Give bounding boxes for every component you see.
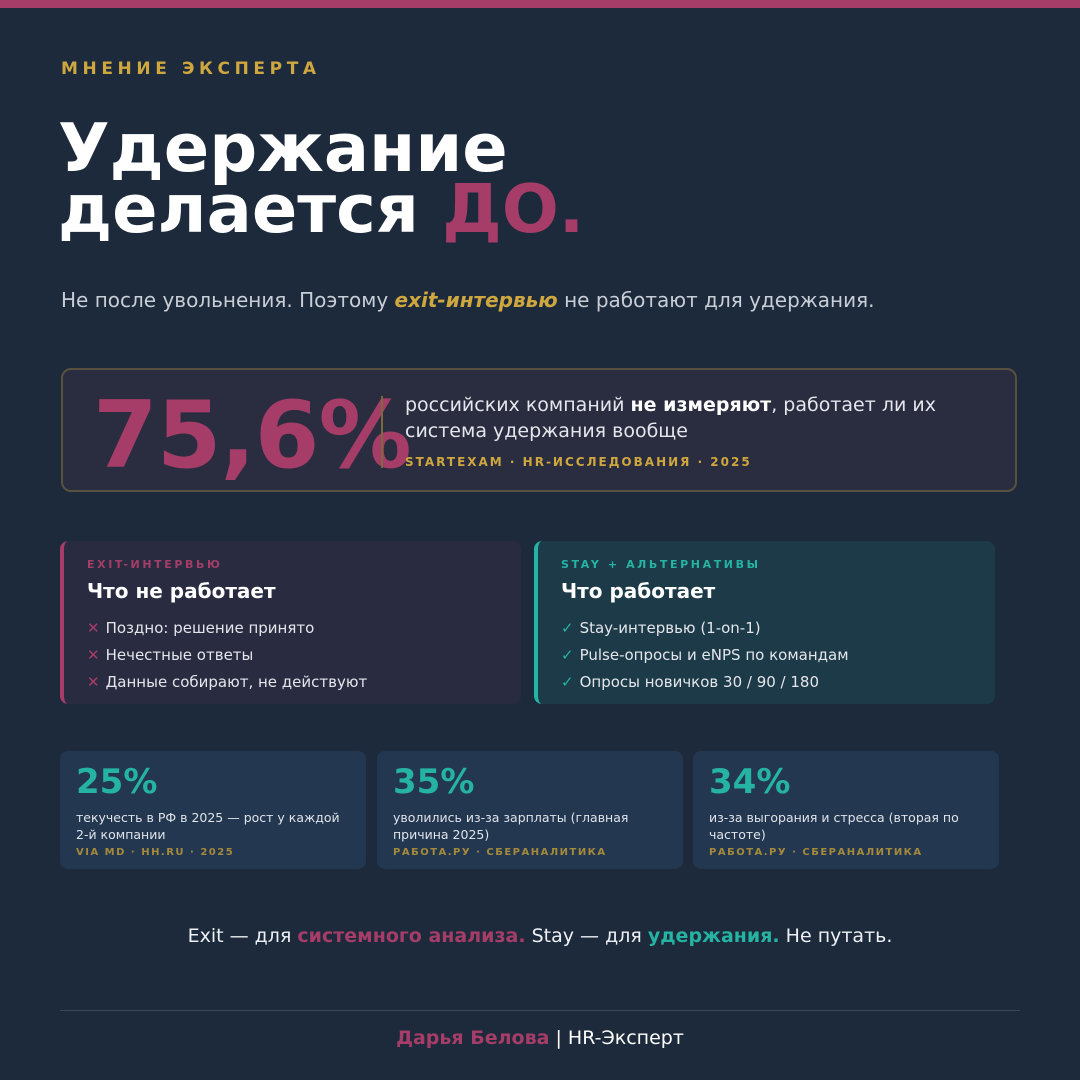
closing-part-1: Exit — для <box>187 925 298 947</box>
list-item-text: Данные собирают, не действуют <box>105 673 368 691</box>
card-not-working-title: Что не работает <box>87 579 276 603</box>
list-item: ✓ Pulse-опросы и eNPS по командам <box>561 642 995 669</box>
key-stat-source: STARTEXAM · HR-ИССЛЕДОВАНИЯ · 2025 <box>405 455 752 469</box>
card-not-working-eyebrow: EXIT-ИНТЕРВЬЮ <box>87 558 223 571</box>
list-item: ✕ Нечестные ответы <box>87 642 521 669</box>
list-item-text: Stay-интервью (1-on-1) <box>579 619 761 637</box>
mini-stat-value: 34% <box>709 762 791 802</box>
key-stat-box: 75,6% российских компаний не измеряют, р… <box>61 368 1017 492</box>
mini-stat-description: из-за выгорания и стресса (вторая по час… <box>709 810 959 842</box>
list-item: ✓ Stay-интервью (1-on-1) <box>561 615 995 642</box>
closing-stay-purpose: удержания. <box>647 925 780 947</box>
list-item: ✕ Поздно: решение принято <box>87 615 521 642</box>
check-icon: ✓ <box>561 673 574 691</box>
list-item: ✓ Опросы новичков 30 / 90 / 180 <box>561 669 995 696</box>
mini-stat-card: 35% уволились из-за зарплаты (главная пр… <box>377 751 683 869</box>
card-not-working-list: ✕ Поздно: решение принято ✕ Нечестные отве… <box>87 615 521 696</box>
card-not-working: EXIT-ИНТЕРВЬЮ Что не работает ✕ Поздно: р… <box>60 541 521 704</box>
subtitle: Не после увольнения. Поэтому exit-интерв… <box>61 288 875 312</box>
title-line-2-prefix: делается <box>58 170 443 248</box>
check-icon: ✓ <box>561 646 574 664</box>
list-item-text: Поздно: решение принято <box>105 619 315 637</box>
footer-divider <box>60 1010 1020 1011</box>
card-working-list: ✓ Stay-интервью (1-on-1) ✓ Pulse-опросы и … <box>561 615 995 696</box>
author-name: Дарья Белова <box>396 1027 550 1049</box>
stat-divider <box>381 396 383 468</box>
mini-stat-source: РАБОТА.РУ · СБЕРАНАЛИТИКА <box>393 847 607 858</box>
cross-icon: ✕ <box>87 673 100 691</box>
mini-stat-value: 25% <box>76 762 158 802</box>
mini-stat-card: 25% текучесть в РФ в 2025 — рост у каждо… <box>60 751 366 869</box>
card-working-title: Что работает <box>561 579 716 603</box>
card-working-eyebrow: STAY + АЛЬТЕРНАТИВЫ <box>561 558 761 571</box>
closing-exit-purpose: системного анализа. <box>297 925 526 947</box>
stat-text-bold: не измеряют <box>630 394 772 416</box>
mini-stat-description: уволились из-за зарплаты (главная причин… <box>393 810 629 842</box>
cross-icon: ✕ <box>87 619 100 637</box>
top-accent-bar <box>0 0 1080 8</box>
list-item-text: Нечестные ответы <box>105 646 254 664</box>
subtitle-before: Не после увольнения. Поэтому <box>61 288 395 312</box>
mini-stat-value: 35% <box>393 762 475 802</box>
closing-statement: Exit — для системного анализа. Stay — дл… <box>0 925 1080 947</box>
footer-separator: | <box>549 1027 568 1049</box>
key-stat-value: 75,6% <box>93 381 412 489</box>
subtitle-highlight: exit-интервью <box>394 288 558 312</box>
key-stat-text: российских компаний не измеряют, работае… <box>405 392 985 444</box>
eyebrow-label: МНЕНИЕ ЭКСПЕРТА <box>61 59 321 79</box>
mini-stat-source: РАБОТА.РУ · СБЕРАНАЛИТИКА <box>709 847 923 858</box>
author-role: HR-Эксперт <box>567 1027 684 1049</box>
title-line-1: Удержание <box>58 109 508 187</box>
list-item-text: Pulse-опросы и eNPS по командам <box>579 646 849 664</box>
mini-stat-card: 34% из-за выгорания и стресса (вторая по… <box>693 751 999 869</box>
list-item: ✕ Данные собирают, не действуют <box>87 669 521 696</box>
closing-part-3: Stay — для <box>525 925 648 947</box>
mini-stat-description: текучесть в РФ в 2025 — рост у каждой 2-… <box>76 810 340 842</box>
stat-text-before: российских компаний <box>405 394 631 416</box>
subtitle-after: не работают для удержания. <box>557 288 875 312</box>
check-icon: ✓ <box>561 619 574 637</box>
cross-icon: ✕ <box>87 646 100 664</box>
page-title: Удержание делается ДО. <box>58 115 584 243</box>
footer-signature: Дарья Белова | HR-Эксперт <box>0 1027 1080 1049</box>
title-accent: ДО. <box>442 170 585 248</box>
closing-part-5: Не путать. <box>779 925 893 947</box>
mini-stat-source: VIA MD · HH.RU · 2025 <box>76 847 235 858</box>
card-working: STAY + АЛЬТЕРНАТИВЫ Что работает ✓ Stay-и… <box>534 541 995 704</box>
list-item-text: Опросы новичков 30 / 90 / 180 <box>579 673 820 691</box>
stat-text-after: , работает ли их система удержания вообщ… <box>405 394 936 442</box>
